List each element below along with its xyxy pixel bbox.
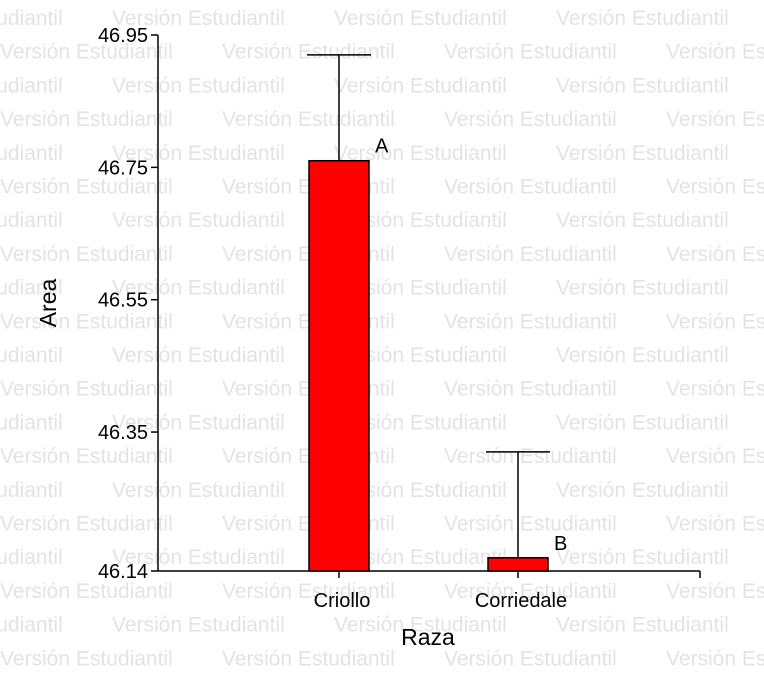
bars: AB bbox=[307, 54, 567, 572]
watermark-text: Versión Estudiantil bbox=[666, 580, 764, 603]
watermark-text: Versión Estudiantil bbox=[444, 580, 617, 603]
y-tick-label: 46.95 bbox=[98, 25, 148, 47]
watermark-text: Versión Estudiantil bbox=[112, 209, 285, 232]
x-axis-title: Raza bbox=[401, 624, 455, 650]
watermark-text: Versión Estudiantil bbox=[0, 243, 173, 266]
y-axis-ticks: 46.14 46.35 46.55 46.75 46.95 bbox=[98, 25, 158, 583]
watermark-text: Versión Estudiantil bbox=[112, 479, 285, 502]
watermark-text: Versión Estudiantil bbox=[0, 142, 63, 165]
watermark-text: Versión Estudiantil bbox=[112, 614, 285, 637]
bar-data-label: A bbox=[375, 136, 389, 158]
watermark-text: Versión Estudiantil bbox=[334, 614, 507, 637]
y-tick-label: 46.35 bbox=[98, 422, 148, 444]
watermark-text: Versión Estudiantil bbox=[444, 310, 617, 333]
watermark-text: Versión Estudiantil bbox=[334, 7, 507, 30]
watermark-text: Versión Estudiantil bbox=[444, 445, 617, 468]
watermark-text: Versión Estudiantil bbox=[444, 243, 617, 266]
watermark-text: Versión Estudiantil bbox=[0, 176, 173, 199]
watermark-text: Versión Estudiantil bbox=[0, 108, 173, 131]
watermark-text: Versión Estudiantil bbox=[444, 176, 617, 199]
watermark-text: Versión Estudiantil bbox=[556, 7, 729, 30]
watermark-text: Versión Estudiantil bbox=[0, 647, 173, 670]
watermark-text: Versión Estudiantil bbox=[0, 546, 63, 569]
watermark-text: Versión Estudiantil bbox=[0, 614, 63, 637]
bar-corriedale bbox=[487, 557, 549, 572]
watermark-text: Versión Estudiantil bbox=[666, 108, 764, 131]
watermark-text: Versión Estudiantil bbox=[112, 411, 285, 434]
watermark-text: Versión Estudiantil bbox=[334, 74, 507, 97]
x-axis-ticks: Criollo Corriedale bbox=[314, 571, 567, 612]
bar-data-label: B bbox=[554, 533, 567, 555]
watermark-text: Versión Estudiantil bbox=[334, 546, 507, 569]
watermark-text: Versión Estudiantil bbox=[666, 378, 764, 401]
watermark-text: Versión Estudiantil bbox=[112, 546, 285, 569]
watermark-text: Versión Estudiantil bbox=[0, 479, 63, 502]
watermark-text: Versión Estudiantil bbox=[556, 411, 729, 434]
watermark-text: Versión Estudiantil bbox=[444, 513, 617, 536]
watermark-text: Versión Estudiantil bbox=[0, 277, 63, 300]
watermark-text: Versión Estudiantil bbox=[556, 614, 729, 637]
watermark-text: Versión Estudiantil bbox=[112, 344, 285, 367]
watermark-text: Versión Estudiantil bbox=[334, 209, 507, 232]
watermark-text: Versión Estudiantil bbox=[556, 142, 729, 165]
watermark-text: Versión Estudiantil bbox=[0, 411, 63, 434]
watermark-text: Versión Estudiantil bbox=[666, 513, 764, 536]
watermark-text: Versión Estudiantil bbox=[0, 378, 173, 401]
watermark-text: Versión Estudiantil bbox=[444, 647, 617, 670]
watermark-text: Versión Estudiantil bbox=[666, 647, 764, 670]
watermark-text: Versión Estudiantil bbox=[556, 277, 729, 300]
y-axis-title: Area bbox=[35, 279, 61, 328]
watermark-text: Versión Estudiantil bbox=[556, 344, 729, 367]
watermark-text: Versión Estudiantil bbox=[666, 310, 764, 333]
watermark-text: Versión Estudiantil bbox=[0, 344, 63, 367]
watermark-text: Versión Estudiantil bbox=[334, 479, 507, 502]
bar-criollo bbox=[308, 159, 370, 572]
x-tick-label: Corriedale bbox=[475, 590, 567, 612]
watermark-text: Versión Estudiantil bbox=[556, 479, 729, 502]
x-tick-label: Criollo bbox=[314, 590, 371, 612]
watermark-text: Versión Estudiantil bbox=[444, 41, 617, 64]
watermark-text: Versión Estudiantil bbox=[334, 344, 507, 367]
watermark-text: Versión Estudiantil bbox=[334, 411, 507, 434]
watermark-text: Versión Estudiantil bbox=[556, 74, 729, 97]
watermark-text: Versión Estudiantil bbox=[222, 647, 395, 670]
watermark-text: Versión Estudiantil bbox=[222, 580, 395, 603]
watermark-text: Versión Estudiantil bbox=[444, 108, 617, 131]
watermark-text: Versión Estudiantil bbox=[0, 209, 63, 232]
watermark-text: Versión Estudiantil bbox=[112, 7, 285, 30]
watermark-text: Versión Estudiantil bbox=[0, 310, 173, 333]
watermark-text: Versión Estudiantil bbox=[0, 74, 63, 97]
watermark-text: Versión Estudiantil bbox=[334, 277, 507, 300]
watermark-text: Versión Estudiantil bbox=[444, 378, 617, 401]
y-tick-label: 46.75 bbox=[98, 157, 148, 179]
watermark-text: Versión Estudiantil bbox=[556, 546, 729, 569]
watermark-text: Versión Estudiantil bbox=[112, 74, 285, 97]
watermark-text: Versión Estudiantil bbox=[0, 580, 173, 603]
watermark-text: Versión Estudiantil bbox=[0, 7, 63, 30]
y-tick-label: 46.55 bbox=[98, 290, 148, 312]
watermark-text: Versión Estudiantil bbox=[334, 142, 507, 165]
watermark-text: Versión Estudiantil bbox=[556, 209, 729, 232]
watermark-text: Versión Estudiantil bbox=[0, 41, 173, 64]
axes bbox=[157, 35, 701, 578]
watermark-text: Versión Estudiantil bbox=[666, 176, 764, 199]
watermark-text: Versión Estudiantil bbox=[222, 41, 395, 64]
watermark-text: Versión Estudiantil bbox=[0, 445, 173, 468]
watermark-text: Versión Estudiantil bbox=[0, 513, 173, 536]
watermark-text: Versión Estudiantil bbox=[112, 142, 285, 165]
watermark-text: Versión Estudiantil bbox=[112, 277, 285, 300]
watermark-text: Versión Estudiantil bbox=[666, 41, 764, 64]
watermark-text: Versión Estudiantil bbox=[666, 445, 764, 468]
watermark-text: Versión Estudiantil bbox=[666, 243, 764, 266]
watermark-text: Versión Estudiantil bbox=[222, 108, 395, 131]
y-tick-label: 46.14 bbox=[98, 561, 148, 583]
